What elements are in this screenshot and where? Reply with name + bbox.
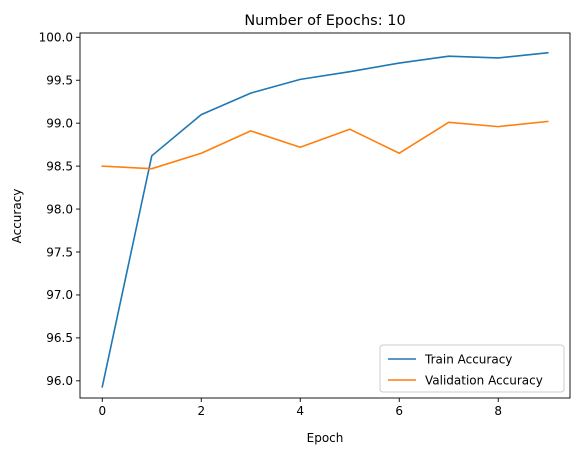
y-tick-label: 97.5 (46, 245, 73, 259)
x-tick-label: 8 (494, 404, 502, 418)
x-tick-label: 6 (395, 404, 403, 418)
y-tick-label: 98.0 (46, 202, 73, 216)
x-tick-label: 0 (98, 404, 106, 418)
y-tick-label: 99.0 (46, 116, 73, 130)
y-tick-label: 98.5 (46, 159, 73, 173)
plot-area: 0 2 4 6 8 96.0 96.5 97.0 97.5 98.0 98.5 99.0 99.5 100… (39, 31, 571, 418)
y-tick-label: 100.0 (39, 31, 73, 45)
y-tick-label: 97.0 (46, 288, 73, 302)
x-tick-label: 4 (296, 404, 304, 418)
chart-title: Number of Epochs: 10 (244, 13, 405, 29)
legend-box (379, 344, 565, 393)
y-tick-label: 96.5 (46, 331, 73, 345)
axes-frame (79, 32, 571, 399)
series-line-validation-accuracy (101, 120, 549, 170)
y-axis-title: Accuracy (10, 189, 24, 244)
legend: Train Accuracy Validation Accuracy (379, 344, 565, 393)
legend-label: Train Accuracy (424, 352, 512, 366)
x-axis-title: Epoch (307, 431, 344, 445)
legend-label: Validation Accuracy (425, 373, 543, 387)
x-tick-label: 2 (197, 404, 205, 418)
y-tick-label: 99.5 (46, 74, 73, 88)
y-tick-label: 96.0 (46, 374, 73, 388)
series-line-train-accuracy (101, 51, 549, 388)
